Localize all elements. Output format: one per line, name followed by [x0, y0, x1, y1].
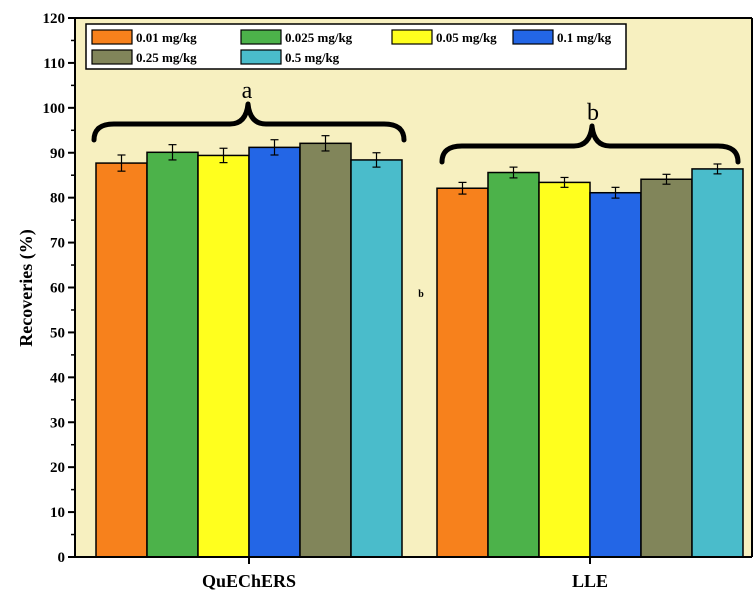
y-tick-label: 0 — [58, 550, 66, 566]
legend-label: 0.1 mg/kg — [557, 30, 612, 45]
y-tick-label: 100 — [43, 101, 66, 117]
y-tick-label: 30 — [50, 415, 65, 431]
y-tick-label: 110 — [43, 56, 65, 72]
y-tick-label: 70 — [50, 236, 65, 252]
y-tick-label: 80 — [50, 191, 65, 207]
legend-swatch — [512, 29, 554, 45]
legend-items-group: 0.01 mg/kg 0.025 mg/kg 0.05 mg/kg 0.1 mg/kg… — [91, 29, 612, 65]
stray-label: b — [418, 289, 424, 300]
legend-swatch — [391, 29, 433, 45]
bar-lle-0 — [436, 187, 489, 558]
bar-quechers-0 — [95, 162, 148, 558]
x-category-label: QuEChERS — [202, 571, 296, 590]
legend-swatch — [240, 49, 282, 65]
group-letter-b: b — [587, 100, 599, 126]
y-tick-label: 20 — [50, 460, 65, 476]
legend-label: 0.05 mg/kg — [436, 30, 497, 45]
y-tick-label: 60 — [50, 281, 65, 297]
y-tick-label: 10 — [50, 505, 65, 521]
brace-quechers — [91, 101, 407, 143]
y-axis-label: Recoveries (%) — [16, 229, 37, 346]
group-letter-a: a — [242, 78, 253, 104]
bar-lle-3 — [589, 191, 642, 558]
bar-quechers-3 — [248, 146, 301, 558]
y-tick-label: 40 — [50, 370, 65, 386]
legend: 0.01 mg/kg 0.025 mg/kg 0.05 mg/kg 0.1 mg/kg… — [85, 23, 627, 70]
bars-group — [95, 142, 744, 558]
y-tick-label: 50 — [50, 325, 65, 341]
legend-label: 0.5 mg/kg — [285, 50, 340, 65]
x-category-label: LLE — [572, 571, 608, 590]
y-tick-label: 120 — [43, 11, 66, 27]
bar-lle-2 — [538, 181, 591, 558]
legend-swatch — [240, 29, 282, 45]
brace-lle — [439, 123, 741, 165]
legend-label: 0.25 mg/kg — [136, 50, 197, 65]
y-ticks-group: 0 10 20 30 40 50 60 70 80 90 100 110 120 — [43, 11, 75, 566]
legend-swatch — [91, 29, 133, 45]
bar-quechers-4 — [299, 142, 352, 558]
bar-lle-5 — [691, 168, 744, 558]
bar-quechers-5 — [350, 159, 403, 558]
x-categories-group: QuEChERS LLE — [202, 557, 608, 590]
bar-lle-1 — [487, 171, 540, 558]
legend-label: 0.025 mg/kg — [285, 30, 353, 45]
y-tick-label: 90 — [50, 146, 65, 162]
legend-label: 0.01 mg/kg — [136, 30, 197, 45]
bar-quechers-2 — [197, 154, 250, 558]
error-bars-group — [117, 135, 722, 199]
bar-lle-4 — [640, 178, 693, 558]
bar-quechers-1 — [146, 151, 199, 558]
legend-swatch — [91, 49, 133, 65]
